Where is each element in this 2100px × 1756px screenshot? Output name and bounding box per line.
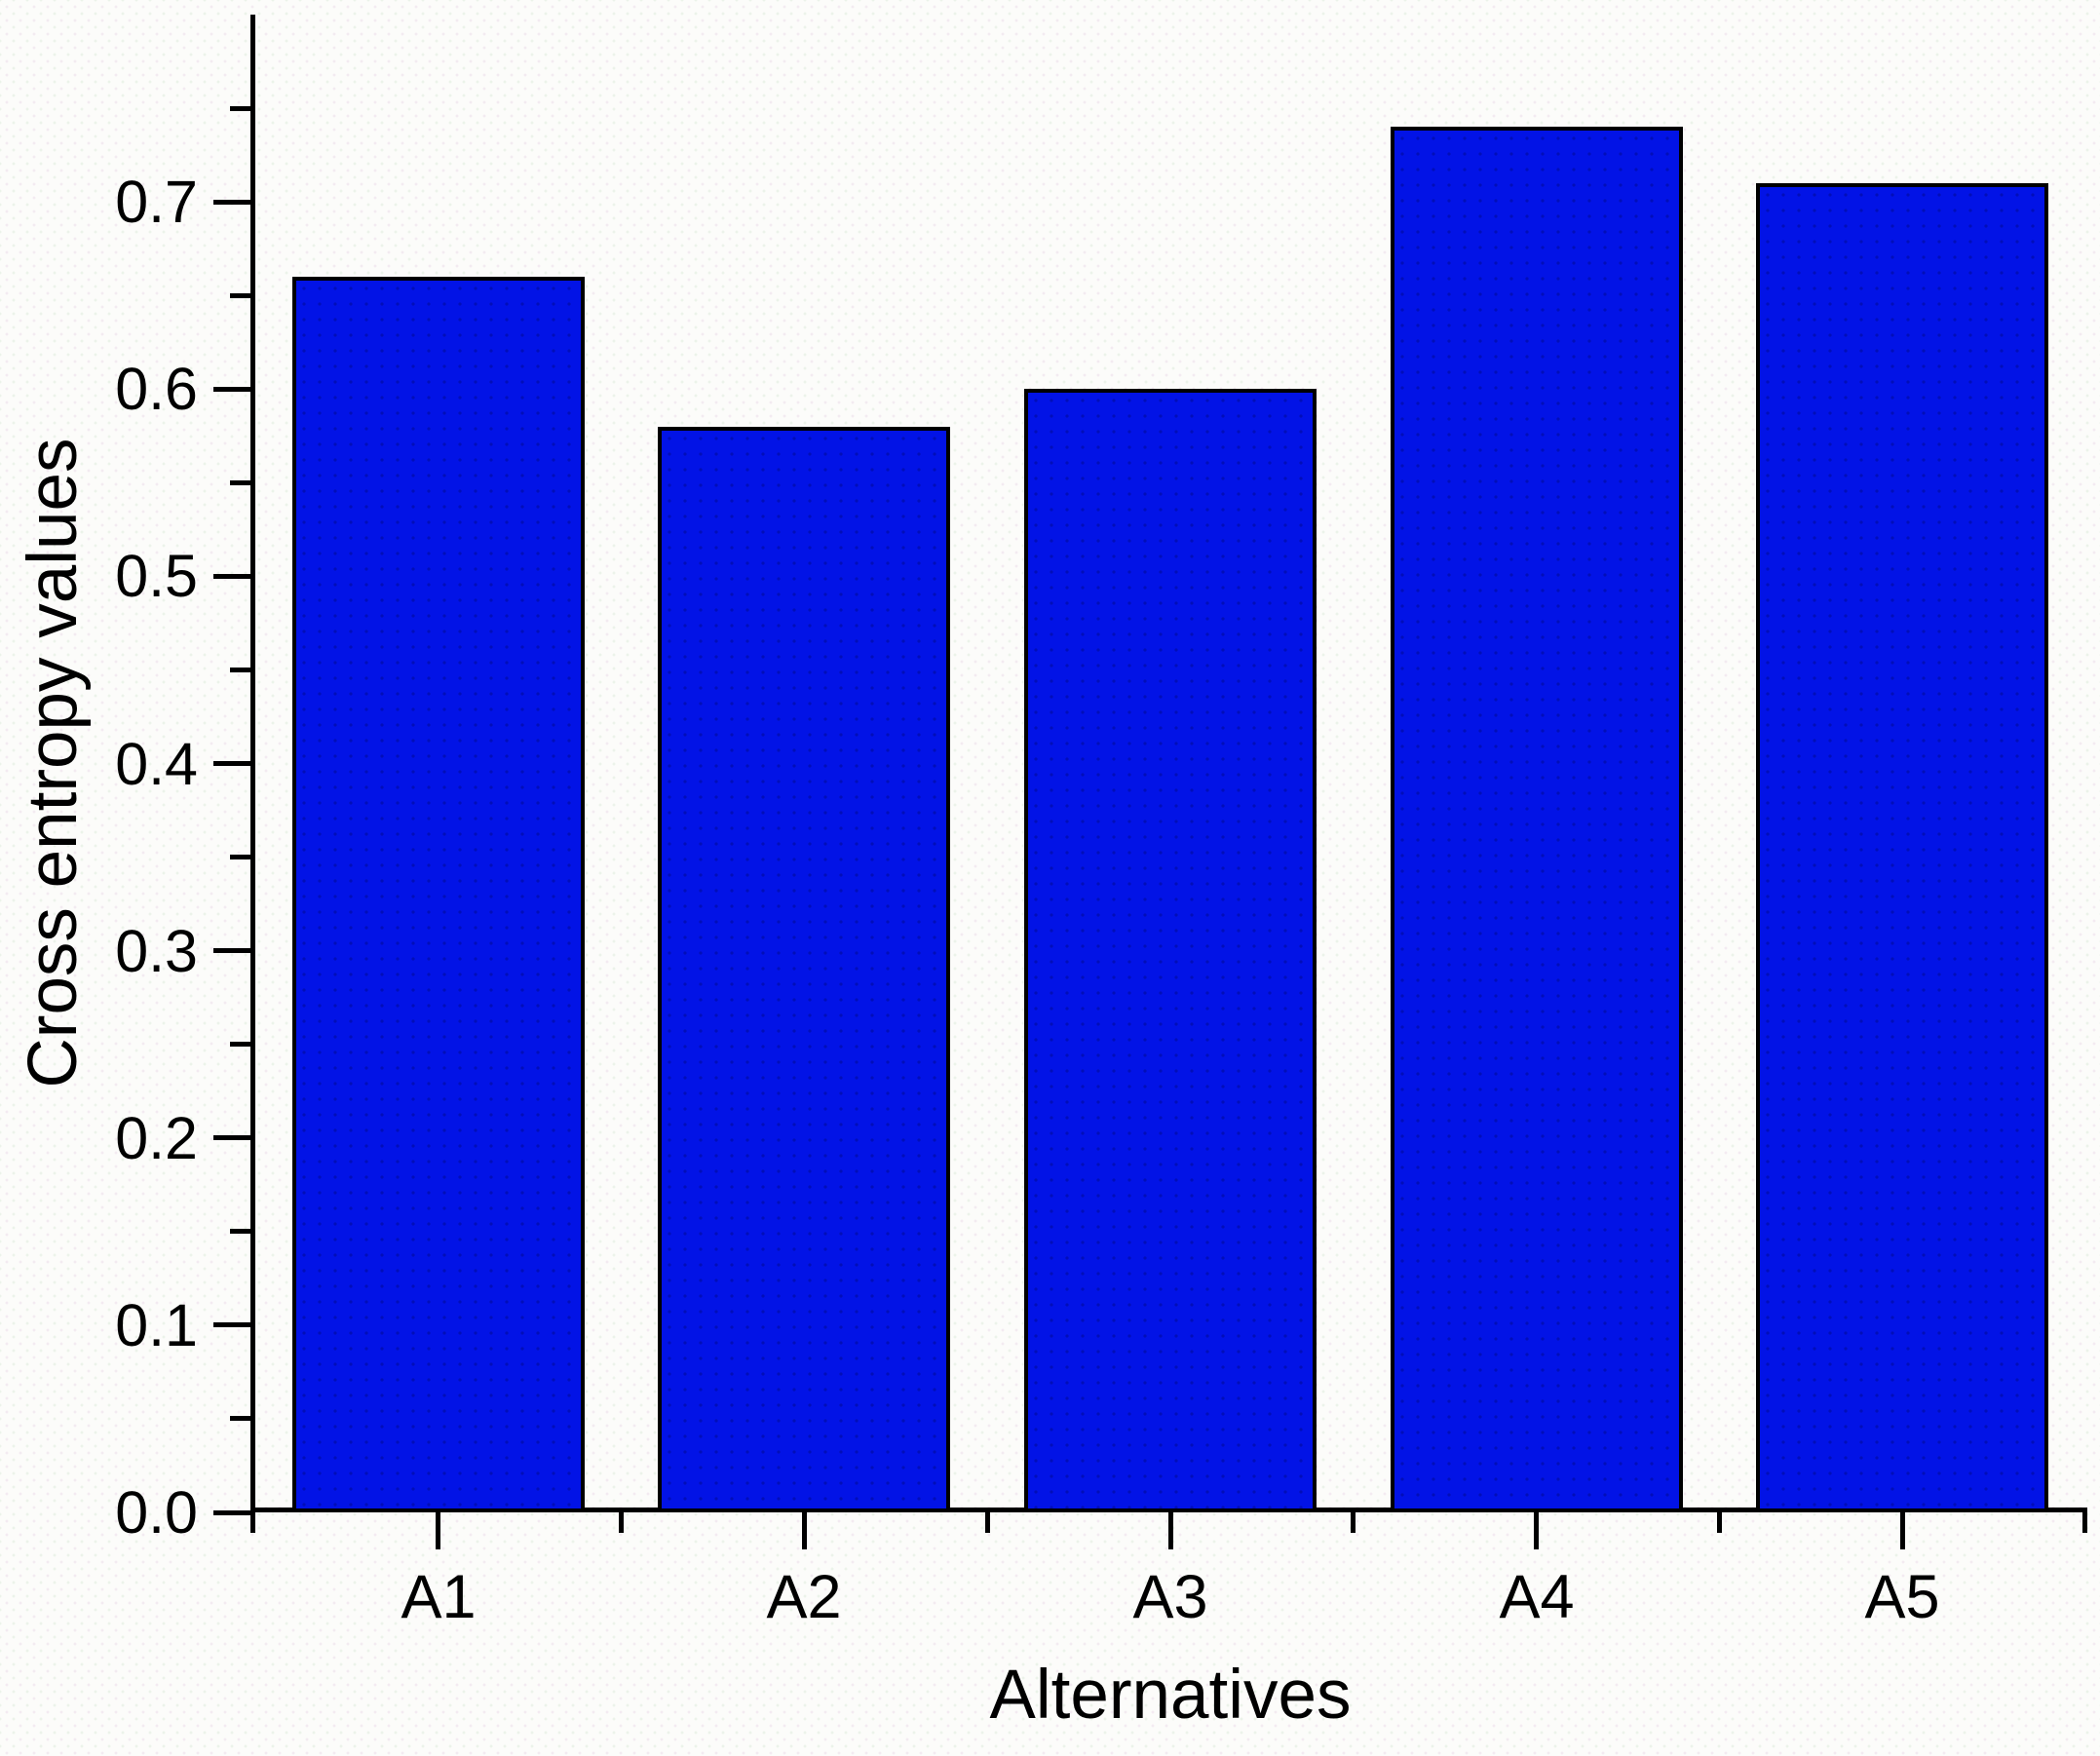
x-minor-tick-4 — [1717, 1512, 1722, 1533]
bar-a1 — [292, 277, 585, 1512]
x-tick-a1 — [436, 1512, 440, 1549]
y-tick-label-0.7: 0.7 — [115, 169, 198, 235]
bar-a2 — [658, 427, 950, 1512]
x-axis-end-tick — [2082, 1512, 2087, 1533]
y-minor-tick-0.75 — [230, 106, 250, 111]
x-tick-a2 — [802, 1512, 807, 1549]
x-tick-label-a5: A5 — [1864, 1563, 1940, 1631]
y-tick-0.4 — [213, 761, 250, 766]
y-minor-tick-0.65 — [230, 293, 250, 298]
y-axis-title: Cross entropy values — [15, 438, 92, 1088]
x-tick-label-a1: A1 — [401, 1563, 477, 1631]
x-minor-tick-1 — [619, 1512, 624, 1533]
bar-a3 — [1024, 389, 1317, 1512]
y-minor-tick-0.15 — [230, 1229, 250, 1234]
y-tick-0.3 — [213, 948, 250, 953]
y-tick-0.6 — [213, 387, 250, 392]
y-tick-label-0.4: 0.4 — [115, 731, 198, 797]
y-tick-label-0.6: 0.6 — [115, 356, 198, 422]
x-tick-a4 — [1534, 1512, 1539, 1549]
y-minor-tick-0.55 — [230, 480, 250, 485]
x-tick-label-a4: A4 — [1499, 1563, 1575, 1631]
x-minor-tick-3 — [1351, 1512, 1355, 1533]
bar-a5 — [1756, 183, 2048, 1512]
y-minor-tick-0.45 — [230, 668, 250, 672]
x-tick-a5 — [1900, 1512, 1905, 1549]
y-tick-0.1 — [213, 1322, 250, 1327]
y-tick-label-0.2: 0.2 — [115, 1105, 198, 1171]
y-minor-tick-0.25 — [230, 1042, 250, 1047]
y-minor-tick-0.05 — [230, 1416, 250, 1421]
y-axis-line — [250, 15, 255, 1533]
x-minor-tick-2 — [985, 1512, 990, 1533]
y-tick-0.5 — [213, 574, 250, 579]
x-tick-label-a2: A2 — [766, 1563, 842, 1631]
bar-a4 — [1391, 127, 1683, 1512]
y-tick-label-0.3: 0.3 — [115, 918, 198, 984]
y-tick-label-0.1: 0.1 — [115, 1292, 198, 1358]
x-tick-a3 — [1168, 1512, 1173, 1549]
y-minor-tick-0.35 — [230, 855, 250, 859]
y-tick-label-0.5: 0.5 — [115, 543, 198, 609]
x-tick-label-a3: A3 — [1132, 1563, 1208, 1631]
y-tick-0.7 — [213, 200, 250, 205]
y-tick-0.0 — [213, 1510, 250, 1515]
x-axis-title: Alternatives — [989, 1657, 1352, 1734]
y-tick-label-0.0: 0.0 — [115, 1479, 198, 1546]
y-tick-0.2 — [213, 1135, 250, 1140]
